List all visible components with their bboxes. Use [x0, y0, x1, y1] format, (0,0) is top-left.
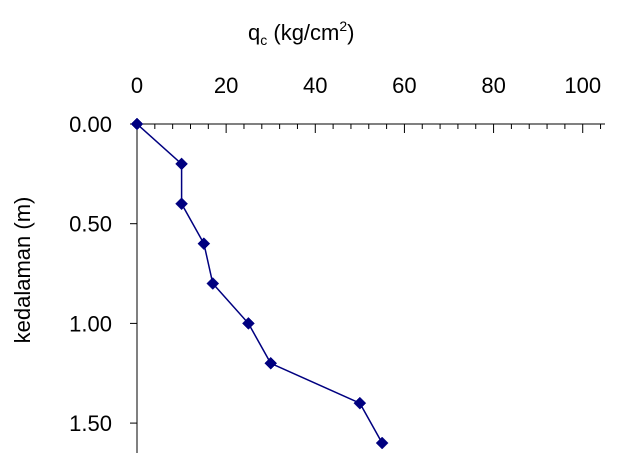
data-point	[354, 397, 366, 409]
x-tick-label: 20	[214, 73, 238, 98]
x-axis-title: qc (kg/cm2)	[248, 18, 355, 48]
x-tick-label: 60	[392, 73, 416, 98]
y-tick-label: 1.00	[69, 311, 112, 336]
y-tick-label: 0.00	[69, 112, 112, 137]
x-tick-label: 100	[564, 73, 601, 98]
data-point	[176, 198, 188, 210]
data-point	[198, 238, 210, 250]
series-line	[137, 124, 382, 443]
y-tick-label: 0.50	[69, 212, 112, 237]
data-point	[376, 437, 388, 449]
plot-area	[131, 118, 388, 449]
x-axis-title-subscript: c	[260, 32, 267, 48]
x-axis-title-end: )	[347, 20, 354, 45]
y-tick-labels: 0.00 0.50 1.00 1.50	[69, 112, 112, 436]
data-point	[265, 357, 277, 369]
x-tick-label: 80	[481, 73, 505, 98]
x-axis-title-base: q	[248, 20, 260, 45]
x-axis-title-middle: (kg/cm	[267, 20, 339, 45]
x-axis-title-superscript: 2	[339, 18, 347, 34]
x-tick-labels: 0 20 40 60 80 100	[131, 73, 601, 98]
y-axis-title: kedalaman (m)	[10, 197, 35, 344]
axes	[130, 124, 605, 453]
x-tick-label: 40	[303, 73, 327, 98]
x-tick-label: 0	[131, 73, 143, 98]
y-tick-label: 1.50	[69, 411, 112, 436]
